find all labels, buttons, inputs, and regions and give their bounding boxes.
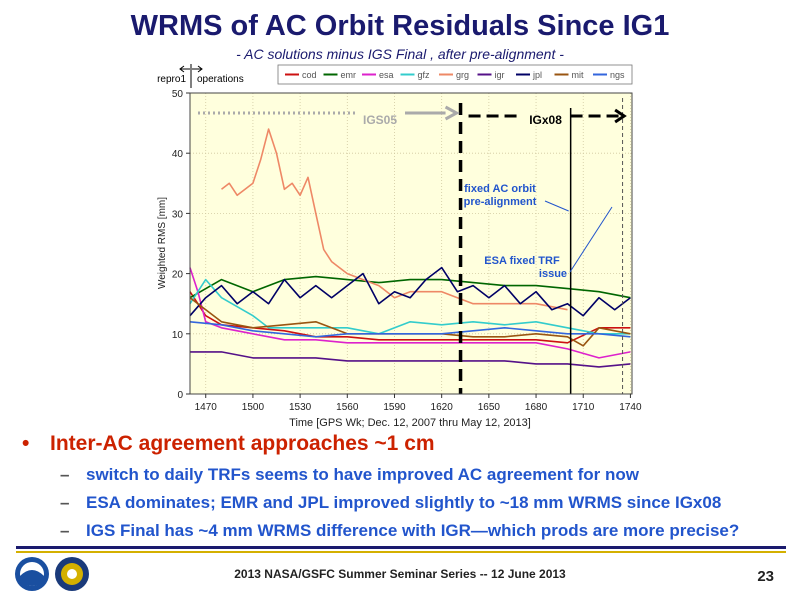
legend-label-esa: esa xyxy=(379,70,394,80)
fixed-ac-label-line2: pre-alignment xyxy=(464,196,537,208)
page-number: 23 xyxy=(757,568,774,585)
series-line-jpl xyxy=(189,266,631,317)
noaa-logo-icon xyxy=(15,557,49,591)
series-line-cod xyxy=(189,291,631,344)
x-tick-label: 1650 xyxy=(478,402,501,413)
bullet-sub-2-text: ESA dominates; EMR and JPL improved slig… xyxy=(86,493,722,512)
legend-label-igr: igr xyxy=(495,70,505,80)
x-tick-label: 1530 xyxy=(289,402,312,413)
series-line-grg xyxy=(221,128,568,311)
x-tick-label: 1620 xyxy=(431,402,454,413)
bullet-main: • Inter-AC agreement approaches ~1 cm xyxy=(18,432,798,456)
legend-label-cod: cod xyxy=(302,70,317,80)
y-tick-label: 30 xyxy=(172,209,184,220)
x-tick-label: 1710 xyxy=(572,402,595,413)
slide-subtitle: - AC solutions minus IGS Final , after p… xyxy=(236,46,564,62)
y-tick-label: 0 xyxy=(177,390,183,401)
legend-label-emr: emr xyxy=(341,70,357,80)
x-tick-label: 1740 xyxy=(619,402,642,413)
footer-rule-accent xyxy=(16,551,786,553)
fixed-ac-pointer xyxy=(544,200,569,212)
bullet-list: • Inter-AC agreement approaches ~1 cm – … xyxy=(18,432,798,548)
legend-box xyxy=(277,64,633,85)
x-tick-label: 1470 xyxy=(195,402,218,413)
x-tick-label: 1680 xyxy=(525,402,548,413)
bullet-main-text: Inter-AC agreement approaches ~1 cm xyxy=(50,432,435,455)
dash-icon: – xyxy=(60,521,70,540)
legend-label-grg: grg xyxy=(456,70,469,80)
footer-text: 2013 NASA/GSFC Summer Seminar Series -- … xyxy=(234,567,566,581)
x-axis-title: Time [GPS Wk; Dec. 12, 2007 thru May 12,… xyxy=(289,417,531,429)
x-tick-label: 1500 xyxy=(242,402,265,413)
fixed-ac-label-line1: fixed AC orbit xyxy=(464,183,536,195)
igx08-label: IGx08 xyxy=(529,113,562,127)
esa-trf-pointer xyxy=(569,206,613,273)
y-tick-label: 50 xyxy=(172,89,184,100)
ngs-seal-icon xyxy=(55,557,89,591)
operations-arrow-head-icon xyxy=(197,65,203,73)
x-tick-label: 1590 xyxy=(383,402,406,413)
legend-label-jpl: jpl xyxy=(532,70,542,80)
slide-footer: 2013 NASA/GSFC Summer Seminar Series -- … xyxy=(0,540,800,600)
y-tick-label: 20 xyxy=(172,270,184,281)
bullet-sub-2: – ESA dominates; EMR and JPL improved sl… xyxy=(18,492,798,514)
series-line-esa xyxy=(189,267,631,359)
bullet-dot-icon: • xyxy=(22,432,30,455)
series-line-igr xyxy=(190,351,631,368)
y-tick-label: 10 xyxy=(172,330,184,341)
bullet-sub-1-text: switch to daily TRFs seems to have impro… xyxy=(86,465,639,484)
y-axis-title: Weighted RMS [mm] xyxy=(157,197,168,289)
bullet-sub-1: – switch to daily TRFs seems to have imp… xyxy=(18,464,798,486)
bullet-sub-3-text: IGS Final has ~4 mm WRMS difference with… xyxy=(86,521,740,540)
igs05-label: IGS05 xyxy=(363,113,397,127)
operations-label: operations xyxy=(197,74,244,85)
repro1-label: repro1 xyxy=(157,74,186,85)
wrms-chart: 1470 1500 1530 1560 1590 1620 1650 1680 1710 1740… xyxy=(157,64,642,429)
legend-label-gfz: gfz xyxy=(418,70,431,80)
igx08-arrow-head-icon xyxy=(614,108,627,124)
esa-trf-label-line2: issue xyxy=(539,268,567,280)
series-line-emr xyxy=(189,275,631,299)
esa-trf-label-line1: ESA fixed TRF xyxy=(484,255,560,267)
bullet-sub-3: – IGS Final has ~4 mm WRMS difference wi… xyxy=(18,520,798,542)
x-tick-label: 1560 xyxy=(336,402,359,413)
slide-title: WRMS of AC Orbit Residuals Since IG1 xyxy=(130,10,670,42)
footer-rule xyxy=(16,546,786,549)
repro1-arrow-head-icon xyxy=(179,65,185,73)
plot-frame xyxy=(189,92,633,395)
series-line-ngs xyxy=(189,321,631,338)
igs05-arrow-head-icon xyxy=(444,105,460,121)
dash-icon: – xyxy=(60,465,70,484)
plot-area xyxy=(190,93,632,394)
dash-icon: – xyxy=(60,493,70,512)
y-tick-label: 40 xyxy=(172,149,184,160)
legend-label-ngs: ngs xyxy=(610,70,625,80)
legend-label-mit: mit xyxy=(572,70,584,80)
